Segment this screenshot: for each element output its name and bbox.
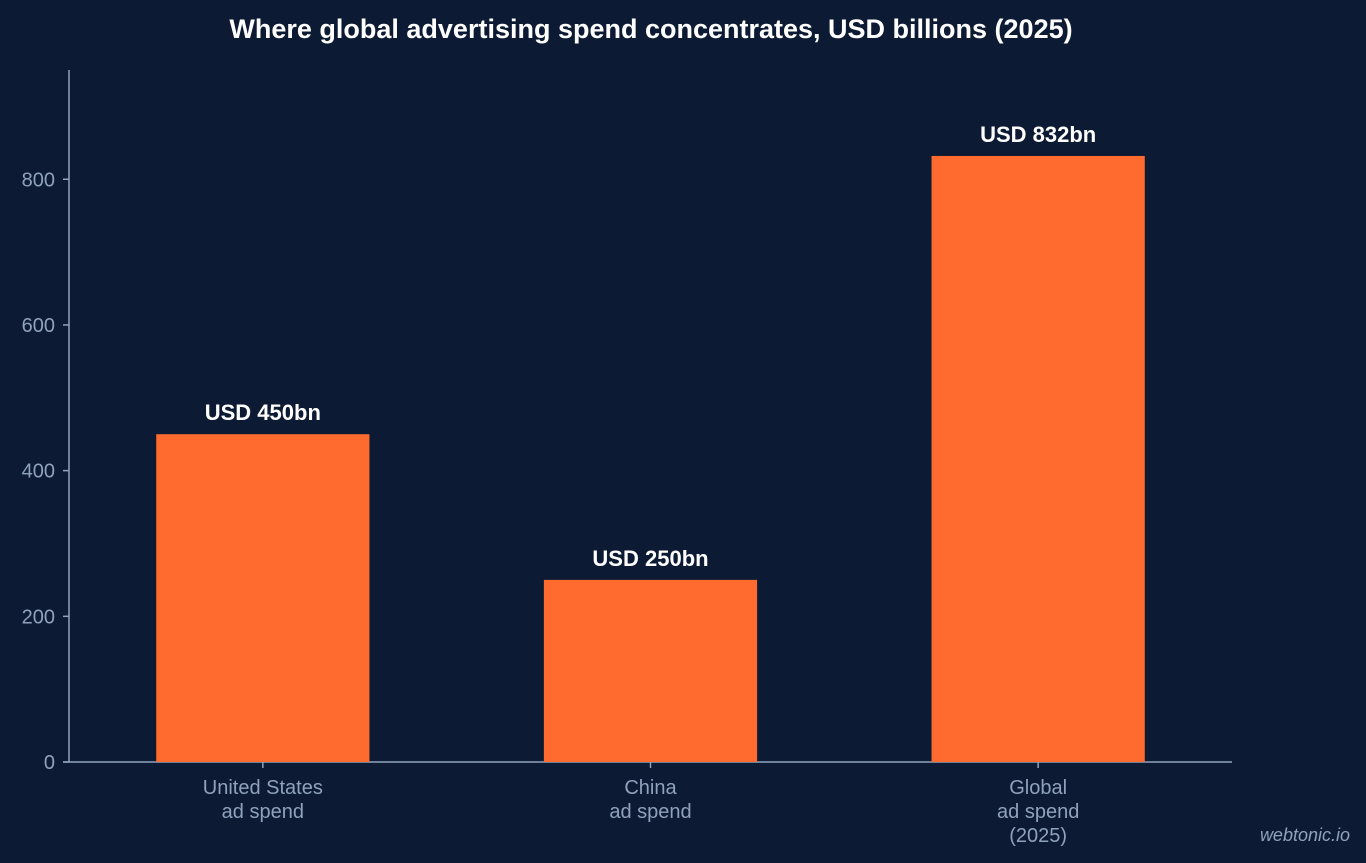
x-tick-label: China bbox=[624, 777, 677, 799]
y-tick-label: 600 bbox=[22, 315, 55, 337]
y-tick-label: 800 bbox=[22, 169, 55, 191]
bar bbox=[931, 155, 1145, 763]
chart-title: Where global advertising spend concentra… bbox=[229, 14, 1072, 44]
x-tick-label: (2025) bbox=[1009, 825, 1067, 847]
x-tick-label: ad spend bbox=[997, 801, 1079, 823]
bar bbox=[543, 579, 758, 762]
y-tick-label: 0 bbox=[44, 752, 55, 774]
data-label: USD 250bn bbox=[592, 546, 708, 571]
x-tick-label: ad spend bbox=[609, 801, 691, 823]
watermark: webtonic.io bbox=[1260, 825, 1350, 845]
x-tick-label: United States bbox=[203, 777, 323, 799]
y-tick-label: 200 bbox=[22, 606, 55, 628]
data-label: USD 450bn bbox=[205, 400, 321, 425]
y-tick-label: 400 bbox=[22, 461, 55, 483]
y-axis: 0 200 400 600 800 bbox=[22, 70, 70, 774]
x-tick-label: Global bbox=[1009, 777, 1067, 799]
bar bbox=[156, 434, 370, 762]
x-tick-label: ad spend bbox=[222, 801, 304, 823]
data-label: USD 832bn bbox=[980, 122, 1096, 147]
bars: USD 450bn USD 250bn USD 832bn bbox=[156, 122, 1145, 763]
